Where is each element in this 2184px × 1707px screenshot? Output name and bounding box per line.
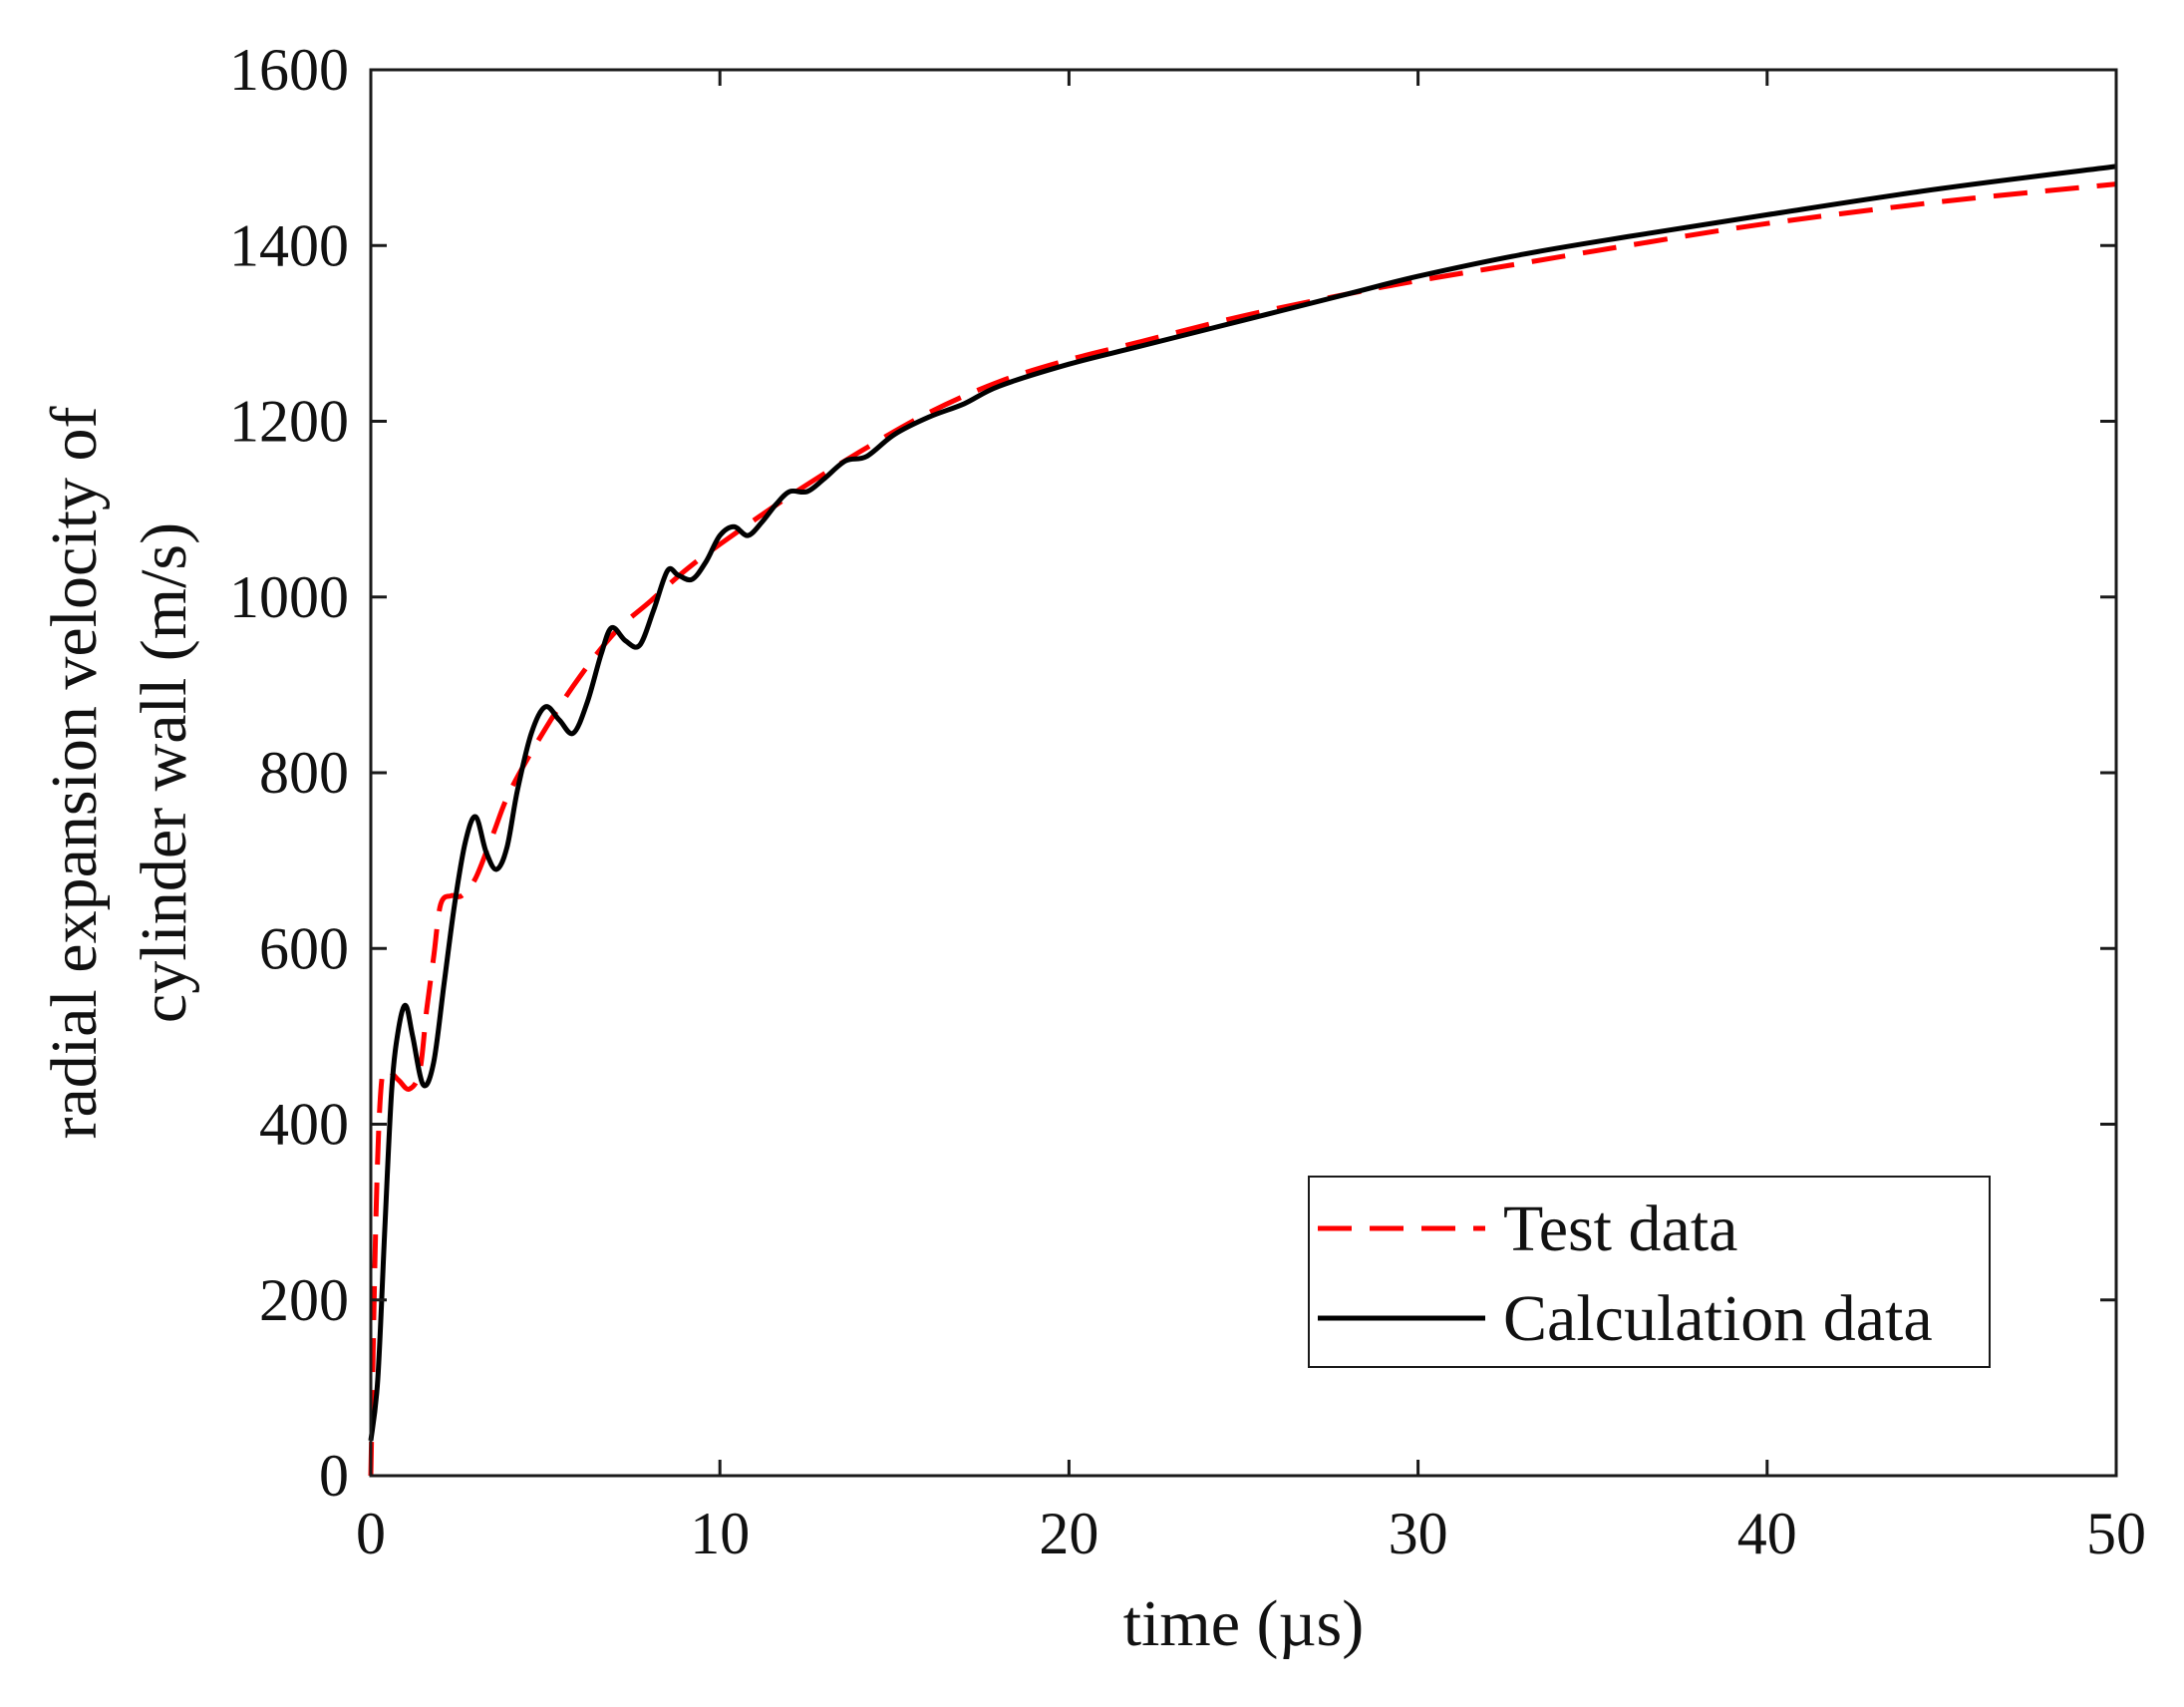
ticks-layer: 0 10 20 30 40 50 0 200 400 600 800 1000 1200 1400 1600 — [229, 37, 2146, 1566]
y-tick-label-800: 800 — [259, 740, 349, 806]
x-axis-title: time (µs) — [1123, 1587, 1364, 1660]
y-tick-label-200: 200 — [259, 1267, 349, 1333]
y-tick-label-1200: 1200 — [229, 389, 349, 455]
series-line-calculation-data — [368, 164, 2117, 1442]
legend-label-test-data: Test data — [1503, 1193, 1737, 1265]
x-tick-label-20: 20 — [1039, 1501, 1098, 1566]
y-tick-label-600: 600 — [259, 915, 349, 981]
series-layer — [368, 164, 2117, 1477]
x-tick-label-40: 40 — [1737, 1501, 1797, 1566]
x-tick-label-0: 0 — [356, 1501, 386, 1566]
y-tick-label-1400: 1400 — [229, 212, 349, 278]
legend: Test data Calculation data — [1308, 1176, 1991, 1368]
x-tick-label-50: 50 — [2086, 1501, 2146, 1566]
y-tick-label-0: 0 — [319, 1443, 349, 1509]
x-tick-label-30: 30 — [1389, 1501, 1448, 1566]
legend-box — [1308, 1176, 1991, 1368]
x-tick-label-10: 10 — [690, 1501, 750, 1566]
y-axis-title: radial expansion velocity of cylinder wa… — [38, 407, 200, 1140]
y-tick-label-1000: 1000 — [229, 564, 349, 630]
y-axis-title-line-1: radial expansion velocity of — [38, 407, 111, 1140]
y-tick-label-1600: 1600 — [229, 37, 349, 103]
y-axis-title-line-2: cylinder wall (m/s) — [128, 522, 200, 1023]
legend-label-calculation-data: Calculation data — [1503, 1282, 1933, 1355]
series-line-test-data — [368, 181, 2117, 1477]
y-tick-label-400: 400 — [259, 1092, 349, 1158]
